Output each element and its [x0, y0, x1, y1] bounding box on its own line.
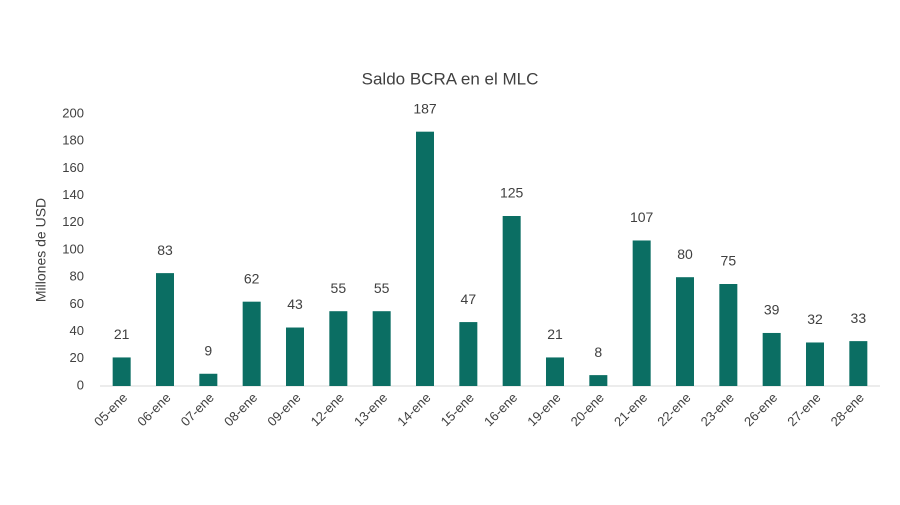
- y-tick-label: 100: [62, 241, 84, 256]
- x-tick-label: 21-ene: [611, 390, 650, 429]
- bar: [676, 277, 694, 386]
- x-tick-label: 27-ene: [784, 390, 823, 429]
- x-tick-label: 15-ene: [438, 390, 477, 429]
- data-label: 39: [764, 302, 780, 318]
- y-tick-label: 40: [70, 323, 84, 338]
- data-label: 187: [413, 100, 437, 116]
- x-tick-label: 13-ene: [351, 390, 390, 429]
- bar: [286, 327, 304, 386]
- x-tick-label: 28-ene: [828, 390, 867, 429]
- y-tick-label: 60: [70, 296, 84, 311]
- x-tick-label: 08-ene: [221, 390, 260, 429]
- data-label: 9: [204, 342, 212, 358]
- bar: [762, 332, 781, 386]
- x-tick-label: 26-ene: [741, 390, 780, 429]
- data-label: 80: [677, 246, 693, 262]
- bar: [502, 216, 521, 386]
- bar: [199, 373, 218, 386]
- bar: [719, 284, 738, 386]
- data-label: 55: [331, 280, 347, 296]
- data-label: 55: [374, 280, 390, 296]
- data-label: 21: [547, 326, 563, 342]
- y-tick-label: 180: [62, 133, 84, 148]
- bar: [546, 357, 564, 386]
- x-tick-label: 12-ene: [308, 390, 347, 429]
- bar: [589, 375, 608, 386]
- data-label: 43: [287, 296, 303, 312]
- x-tick-label: 22-ene: [654, 390, 693, 429]
- data-label: 32: [807, 311, 823, 327]
- bar: [112, 357, 131, 386]
- x-tick-label: 05-ene: [91, 390, 130, 429]
- bar: [242, 301, 261, 386]
- y-tick-label: 80: [70, 269, 84, 284]
- data-label: 125: [500, 185, 524, 201]
- bar: [372, 311, 391, 386]
- y-tick-label: 0: [77, 377, 84, 392]
- data-label: 62: [244, 270, 260, 286]
- data-label: 75: [721, 253, 737, 269]
- y-tick-label: 160: [62, 160, 84, 175]
- x-tick-label: 06-ene: [134, 390, 173, 429]
- bar: [459, 322, 478, 386]
- data-label: 47: [461, 291, 477, 307]
- data-label: 8: [594, 344, 602, 360]
- y-tick-label: 20: [70, 350, 84, 365]
- x-tick-label: 23-ene: [698, 390, 737, 429]
- chart-title: Saldo BCRA en el MLC: [362, 69, 539, 88]
- y-tick-label: 140: [62, 187, 84, 202]
- bar: [806, 342, 824, 386]
- bar: [156, 273, 174, 386]
- bar: [849, 341, 868, 386]
- x-tick-label: 16-ene: [481, 390, 520, 429]
- bar: [329, 311, 348, 386]
- y-axis-label: Millones de USD: [33, 198, 49, 302]
- data-label: 107: [630, 209, 654, 225]
- bar: [416, 131, 434, 386]
- data-label: 33: [851, 310, 867, 326]
- data-label: 21: [114, 326, 130, 342]
- y-tick-label: 200: [62, 105, 84, 120]
- x-tick-label: 20-ene: [568, 390, 607, 429]
- x-tick-label: 07-ene: [178, 390, 217, 429]
- data-label: 83: [157, 242, 173, 258]
- bar: [632, 240, 651, 386]
- x-tick-label: 14-ene: [394, 390, 433, 429]
- x-tick-label: 09-ene: [264, 390, 303, 429]
- y-tick-label: 120: [62, 214, 84, 229]
- x-tick-label: 19-ene: [524, 390, 563, 429]
